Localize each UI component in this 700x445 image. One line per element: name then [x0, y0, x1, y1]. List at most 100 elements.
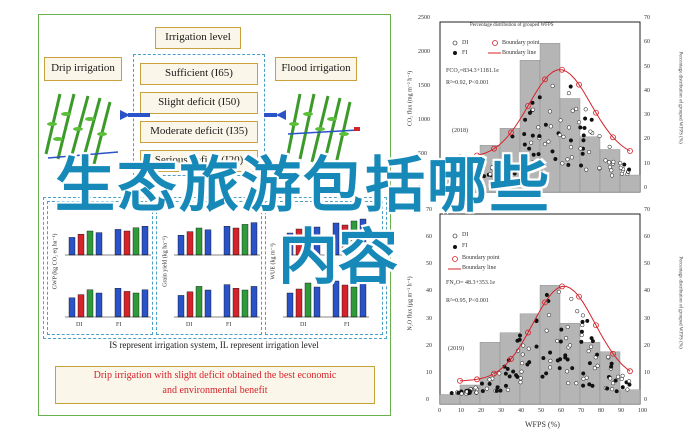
mini-bar [123, 291, 131, 318]
legend-note: IS represent irrigation system, IL repre… [109, 340, 319, 350]
scatter-point [574, 381, 579, 386]
scatter-point [618, 161, 623, 166]
mini-bar [95, 292, 103, 318]
bottom-xtick: 50 [538, 408, 544, 414]
mini-bar [195, 286, 203, 318]
legend-marker-boundary-point-2 [452, 256, 458, 262]
scatter-point [584, 167, 589, 172]
bottom-xlabel: WFPS (%) [525, 420, 560, 429]
scatter-point [558, 118, 563, 123]
scatter-point [557, 133, 562, 138]
scatter-point [458, 179, 463, 184]
scatter-point [574, 106, 579, 111]
scatter-point [502, 364, 507, 369]
scatter-point [489, 165, 494, 170]
scatter-point [625, 387, 630, 392]
top-legend-boundary-line: Boundary line [502, 50, 537, 56]
scatter-point [566, 162, 571, 167]
scatter-point [517, 333, 523, 338]
top-ytick-right: 50 [644, 63, 650, 70]
scatter-point [585, 318, 590, 323]
legend-marker-fi [453, 51, 457, 55]
mini-bar [204, 229, 212, 256]
flowchart-illustrations [44, 93, 360, 165]
bottom-xtick: 10 [458, 408, 464, 414]
scatter-point [520, 361, 525, 366]
scatter-point [607, 160, 612, 165]
mini-bar [241, 289, 249, 318]
scatter-point [496, 159, 501, 164]
scatter-point [502, 175, 507, 180]
mini-bar [186, 231, 194, 256]
scatter-point [493, 169, 498, 174]
flood-irrigation-label: Flood irrigation [281, 62, 351, 74]
scatter-point [525, 362, 530, 367]
top-ytick-right: 20 [644, 136, 650, 143]
scatter-point [503, 168, 508, 173]
scatter-point [610, 387, 615, 392]
bottom-legend-di: DI [462, 232, 469, 238]
mini-bar [132, 227, 140, 256]
scatter-point [478, 178, 483, 184]
scatter-point [595, 363, 600, 368]
level-label-slight: Slight deficit (I50) [158, 96, 240, 108]
mini-bar [86, 289, 94, 318]
bottom-ytick: 20 [426, 342, 432, 349]
scatter-point [583, 116, 588, 121]
top-ytick-right: 30 [644, 112, 650, 119]
scatter-point [468, 177, 473, 183]
scatter-point [583, 107, 588, 112]
bottom-ytick: 70 [426, 207, 432, 213]
mini-bar [204, 289, 212, 318]
scatter-point [527, 110, 532, 115]
scatter-point [620, 385, 625, 390]
flood-irrigation-box [275, 57, 357, 81]
drip-irrigation-label: Drip irrigation [51, 62, 115, 74]
scatter-point [540, 374, 545, 379]
scatter-point [609, 361, 614, 366]
mini-bar [123, 230, 131, 256]
scatter-point [588, 129, 593, 134]
scatter-point [507, 374, 512, 379]
top-ylabel: CO₂ flux (mg m⁻² h⁻¹) [407, 70, 414, 127]
scatter-point [488, 172, 493, 177]
scatter-point [546, 313, 552, 318]
mini-bar-charts [65, 218, 369, 318]
scatter-point [555, 358, 560, 363]
scatter-point [627, 167, 632, 172]
scatter-point [565, 157, 570, 162]
scatter-point [487, 377, 492, 382]
bottom-ytick: 10 [426, 369, 432, 376]
scatter-point [581, 138, 586, 143]
scatter-point [542, 142, 548, 147]
irrigation-level-label: Irrigation level [165, 31, 231, 43]
scatter-point [518, 376, 523, 381]
irrigation-level-box [155, 27, 241, 49]
scatter-point [547, 109, 552, 114]
result-panel-wue [265, 201, 383, 335]
scatter-point [555, 338, 560, 344]
scatter-point [519, 369, 524, 374]
scatter-point [581, 371, 586, 376]
scatter-point [511, 369, 516, 374]
bottom-ytick-right: 50 [644, 261, 650, 268]
scatter-point [614, 389, 619, 394]
scatter-point [531, 159, 536, 165]
mini-xlabel-fi-3: FI [344, 322, 350, 328]
scatter-point [577, 120, 582, 125]
scatter-point [565, 357, 570, 362]
bottom-ylabel-right: Percentage distribution of grouped WFPS … [677, 256, 683, 349]
top-ylabel-right: Percentage distribution of grouped WFPS … [677, 51, 683, 144]
scatter-point [568, 145, 573, 150]
mini-bar [77, 294, 85, 318]
mini-xlabel-di-3: DI [300, 322, 307, 328]
top-chart-top-label: Percentage distribution of grouped WFPS [470, 23, 554, 28]
scatter-point [527, 167, 532, 172]
level-box-slight [140, 92, 258, 114]
mini-bar [223, 226, 231, 256]
scatter-point [606, 354, 611, 359]
level-label-moderate: Moderate deficit (I35) [150, 125, 248, 137]
top-r2: R²=0.92, P<0.001 [446, 80, 489, 86]
scatter-point [493, 164, 499, 169]
mini-bar [195, 227, 203, 256]
